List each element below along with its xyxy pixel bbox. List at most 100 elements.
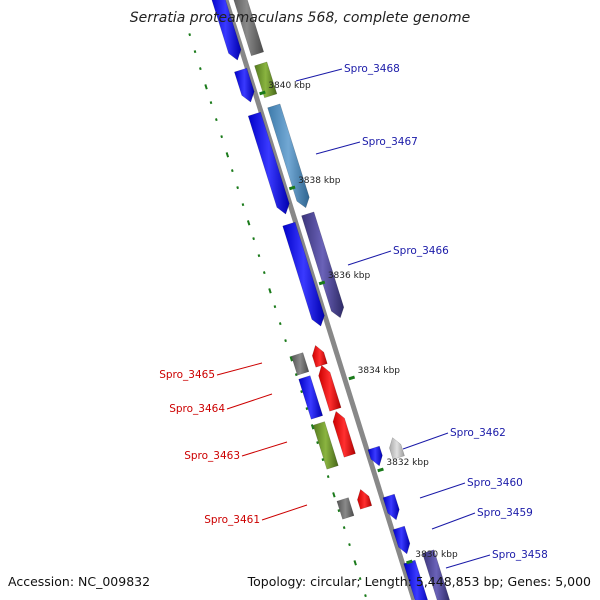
gene-feature <box>367 445 383 467</box>
tick-mark <box>406 559 413 565</box>
gc-skew-mark <box>321 458 325 462</box>
gene-label-reverse[interactable]: Spro_3465 <box>159 369 215 381</box>
tick-label: 3836 kbp <box>328 271 371 281</box>
gene-feature <box>336 497 355 520</box>
gene-feature <box>301 211 345 319</box>
gc-skew-mark <box>273 305 277 309</box>
label-layer: Spro_3468 Spro_3467 Spro_3466 Spro_3462 Spro… <box>159 63 548 569</box>
gene-feature <box>389 437 405 460</box>
gc-skew-mark <box>305 407 309 411</box>
gene-feature <box>211 0 242 61</box>
gene-label-leader <box>347 250 392 266</box>
accession-text: Accession: NC_009832 <box>8 574 150 589</box>
gene-label-forward[interactable]: Spro_3466 <box>393 245 449 257</box>
gene-label-forward[interactable]: Spro_3458 <box>492 549 548 561</box>
tick-mark <box>288 185 296 191</box>
gc-skew-mark <box>225 152 230 158</box>
gene-feature <box>312 421 339 470</box>
gene-feature <box>318 364 342 412</box>
gc-skew-mark <box>348 543 351 547</box>
tick-mark <box>348 375 356 381</box>
gc-skew-mark <box>342 526 346 530</box>
gene-label-leader <box>261 504 308 521</box>
gc-skew-mark <box>252 237 255 241</box>
gene-feature <box>233 0 265 57</box>
gc-skew-mark <box>236 186 239 190</box>
gc-skew-mark <box>188 33 192 37</box>
gc-skew-mark <box>199 67 202 71</box>
map-title: Serratia proteamaculans 568, complete ge… <box>130 10 470 26</box>
gc-skew-mark <box>300 390 303 394</box>
gene-label-forward[interactable]: Spro_3468 <box>344 63 400 75</box>
gc-skew-mark <box>204 84 208 90</box>
gc-skew-track <box>188 33 367 598</box>
gc-skew-mark <box>246 220 251 226</box>
gc-skew-mark <box>358 577 362 581</box>
gene-feature <box>382 493 400 521</box>
gc-skew-mark <box>294 373 298 377</box>
gene-feature <box>282 221 325 327</box>
gene-feature <box>254 61 278 99</box>
gene-feature <box>357 488 373 510</box>
gc-skew-mark <box>209 101 213 105</box>
gene-label-reverse[interactable]: Spro_3463 <box>184 450 240 462</box>
gene-label-leader <box>431 512 476 530</box>
gc-skew-mark <box>310 424 315 430</box>
gene-label-leader <box>315 141 361 155</box>
gc-skew-mark <box>257 254 261 258</box>
genome-summary-text: Topology: circular; Length: 5,448,853 bp… <box>247 574 591 589</box>
tick-label: 3840 kbp <box>268 81 311 91</box>
gene-label-leader <box>419 482 466 499</box>
gene-label-reverse[interactable]: Spro_3461 <box>204 514 260 526</box>
gene-feature <box>422 549 450 600</box>
gene-label-forward[interactable]: Spro_3460 <box>467 477 523 489</box>
gc-skew-mark <box>262 271 266 275</box>
gc-skew-mark <box>337 509 341 513</box>
gc-skew-mark <box>268 288 272 294</box>
gene-feature <box>247 111 290 215</box>
gene-label-forward[interactable]: Spro_3459 <box>477 507 533 519</box>
tick-label: 3832 kbp <box>386 458 429 468</box>
gene-label-leader <box>402 432 449 450</box>
backbone-line <box>223 0 417 600</box>
tick-label: 3830 kbp <box>415 550 458 560</box>
gene-label-leader <box>445 554 491 569</box>
gene-feature <box>298 375 324 420</box>
gc-skew-mark <box>278 322 282 326</box>
gc-skew-mark <box>326 475 330 479</box>
gc-skew-mark <box>332 492 336 498</box>
gc-skew-mark <box>284 339 287 343</box>
tick-label: 3834 kbp <box>358 366 401 376</box>
gene-label-leader <box>295 68 343 82</box>
tick-label: 3838 kbp <box>298 176 341 186</box>
gene-label-forward[interactable]: Spro_3462 <box>450 427 506 439</box>
gc-skew-mark <box>364 594 367 598</box>
gc-skew-mark <box>230 169 234 173</box>
tick-mark <box>377 467 384 473</box>
gc-skew-mark <box>220 135 223 139</box>
gene-label-forward[interactable]: Spro_3467 <box>362 136 418 148</box>
backbone-layer <box>223 0 417 600</box>
gc-skew-mark <box>193 50 197 54</box>
gene-feature <box>267 103 310 209</box>
gene-feature <box>392 525 411 555</box>
gene-label-leader <box>216 362 263 376</box>
gc-skew-mark <box>241 203 245 207</box>
gene-label-leader <box>241 441 288 457</box>
tick-mark <box>318 280 326 286</box>
gc-skew-mark <box>289 356 293 362</box>
gc-skew-mark <box>215 118 218 122</box>
gene-label-leader <box>226 393 273 410</box>
gene-layer <box>211 0 450 600</box>
gene-feature <box>234 67 255 103</box>
gene-feature <box>312 344 328 368</box>
tick-layer: 3840 kbp 3838 kbp 3836 kbp 3834 kbp 3832 kbp… <box>259 81 458 565</box>
gene-feature <box>291 352 310 376</box>
gene-feature <box>332 410 356 458</box>
gene-label-reverse[interactable]: Spro_3464 <box>169 403 225 415</box>
gc-skew-mark <box>316 441 319 445</box>
tick-mark <box>259 90 266 96</box>
gc-skew-mark <box>353 560 357 566</box>
